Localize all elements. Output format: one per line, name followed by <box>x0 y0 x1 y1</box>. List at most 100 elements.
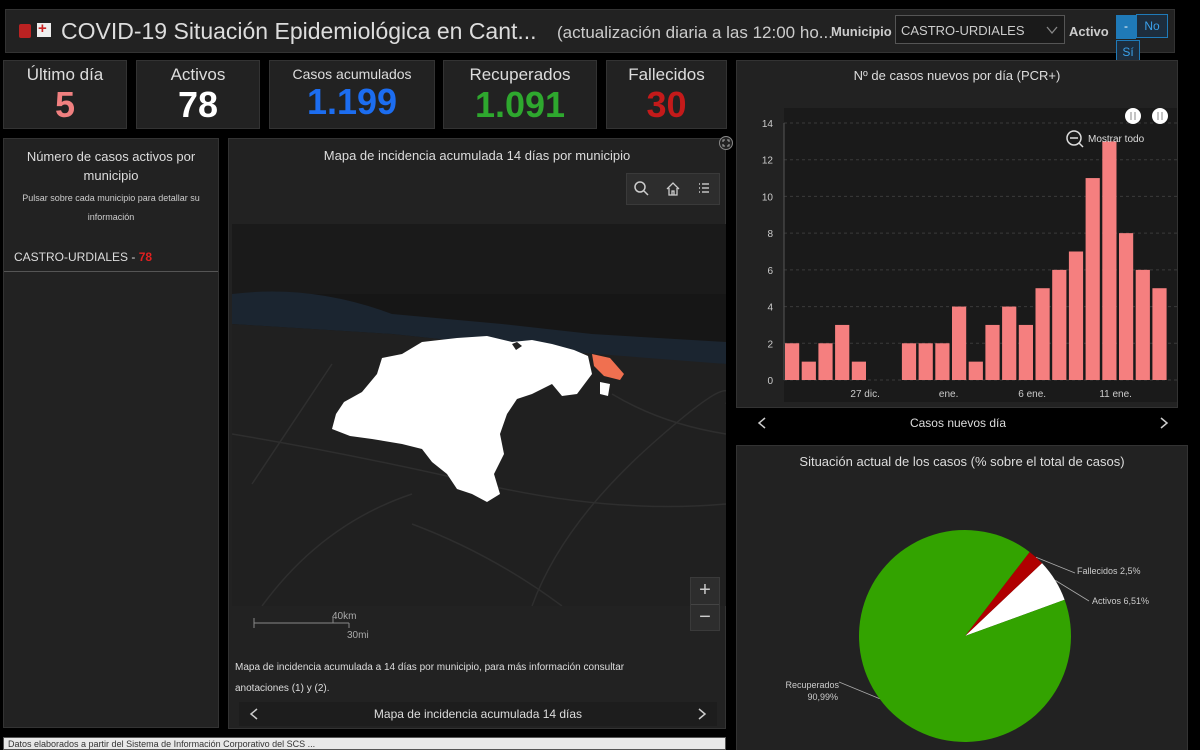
pie-slice[interactable] <box>965 551 1042 636</box>
kpi-fallecidos: Fallecidos 30 <box>606 60 727 129</box>
y-tick-label: 14 <box>762 119 774 130</box>
health-cross-icon <box>37 20 51 37</box>
y-tick-label: 4 <box>767 303 773 314</box>
search-icon[interactable] <box>627 174 657 204</box>
scroll-handle-right-icon[interactable] <box>1152 108 1168 124</box>
expand-icon[interactable] <box>719 136 733 150</box>
chevron-left-icon[interactable] <box>249 708 259 720</box>
x-tick-label: 27 dic. <box>850 389 879 400</box>
case-status-pie-panel: Situación actual de los casos (% sobre e… <box>736 445 1188 750</box>
bar[interactable] <box>818 343 833 380</box>
kpi-label: Casos acumulados <box>292 66 412 82</box>
activo-toggle-indicator[interactable]: - <box>1116 15 1136 39</box>
cantabria-shield-icon <box>19 24 31 38</box>
pie-chart[interactable]: Recuperados 90,99% Fallecidos 2,5% Activos … <box>737 446 1187 750</box>
bar[interactable] <box>935 343 950 380</box>
page-title: COVID-19 Situación Epidemiológica en Can… <box>61 18 537 44</box>
pie-slice[interactable] <box>965 563 1065 636</box>
kpi-activos: Activos 78 <box>136 60 260 129</box>
chevron-down-icon <box>1046 26 1058 35</box>
pie-chart-title: Situación actual de los casos (% sobre e… <box>799 454 1125 469</box>
bar[interactable] <box>851 361 866 380</box>
chevron-right-icon[interactable] <box>697 708 707 720</box>
bar[interactable] <box>1152 288 1167 380</box>
bar-chart-nav-label: Casos nuevos día <box>909 416 1007 430</box>
map-nav-label: Mapa de incidencia acumulada 14 días <box>373 707 583 721</box>
kpi-casos-acumulados: Casos acumulados 1.199 <box>269 60 435 129</box>
bar[interactable] <box>1052 269 1067 380</box>
bar[interactable] <box>1135 269 1150 380</box>
kpi-value: 5 <box>54 84 76 125</box>
bar[interactable] <box>1035 288 1050 380</box>
bar[interactable] <box>901 343 917 380</box>
app-header: COVID-19 Situación Epidemiológica en Can… <box>5 9 1175 64</box>
pie-slice[interactable] <box>859 530 1071 742</box>
page-subtitle: (actualización diaria a las 12:00 ho... <box>557 23 833 42</box>
y-tick-label: 12 <box>762 156 774 167</box>
kpi-recuperados: Recuperados 1.091 <box>443 60 597 129</box>
map-toolbar <box>626 173 720 205</box>
list-item[interactable]: CASTRO-URDIALES - 78 <box>4 250 218 272</box>
scale-bar <box>253 618 350 628</box>
show-all-button[interactable]: Mostrar todo <box>1088 134 1145 145</box>
pie-slice-value: 90,99% <box>807 692 838 702</box>
bar[interactable] <box>1119 233 1134 380</box>
list-panel-title: Número de casos activos por municipio <box>26 149 196 183</box>
y-tick-label: 8 <box>767 229 773 240</box>
map-panel: Mapa de incidencia acumulada 14 días por… <box>228 136 733 729</box>
home-icon[interactable] <box>658 174 688 204</box>
activo-toggle-no[interactable]: No <box>1136 14 1168 38</box>
pie-slice-label: Recuperados <box>785 680 839 690</box>
bar[interactable] <box>1018 324 1033 380</box>
x-tick-label: 11 ene. <box>1099 389 1132 400</box>
kpi-value: 78 <box>177 84 219 125</box>
map-note: Mapa de incidencia acumulada a 14 días p… <box>235 662 625 694</box>
bar[interactable] <box>1102 141 1117 380</box>
cantabria-region-shape <box>332 336 592 502</box>
new-cases-chart-panel: Nº de casos nuevos por día (PCR+) 0 2 4 6 8 1… <box>736 60 1178 430</box>
castro-urdiales-highlight <box>592 354 624 380</box>
list-icon[interactable] <box>689 174 719 204</box>
list-item-name: CASTRO-URDIALES - <box>14 250 139 264</box>
zoom-in-button[interactable]: + <box>699 579 711 601</box>
kpi-label: Activos <box>170 65 226 84</box>
kpi-label: Fallecidos <box>628 65 705 84</box>
pie-leader-line <box>838 681 880 700</box>
pie-leader-line <box>1035 556 1076 574</box>
kpi-value: 1.199 <box>306 81 398 122</box>
bar[interactable] <box>968 361 983 380</box>
y-tick-label: 10 <box>762 192 774 203</box>
footer-text: Datos elaborados a partir del Sistema de… <box>8 739 316 749</box>
map-canvas[interactable] <box>232 224 726 606</box>
x-tick-label: ene. <box>939 389 958 400</box>
scale-mi-label: 30mi <box>347 630 369 641</box>
y-tick-label: 6 <box>767 266 773 277</box>
list-item-count: 78 <box>138 250 153 264</box>
bar[interactable] <box>1085 178 1100 380</box>
municipio-select-value: CASTRO-URDIALES <box>901 23 1025 38</box>
scroll-handle-left-icon[interactable] <box>1125 108 1141 124</box>
zoom-out-button[interactable]: − <box>691 604 719 630</box>
kpi-value: 30 <box>646 84 687 125</box>
bar[interactable] <box>1002 306 1017 380</box>
bar[interactable] <box>785 343 800 380</box>
bar[interactable] <box>918 343 933 380</box>
chevron-right-icon[interactable] <box>1159 417 1169 429</box>
municipio-label: Municipio <box>831 24 892 39</box>
bar[interactable] <box>952 306 967 380</box>
municipio-select[interactable]: CASTRO-URDIALES <box>895 15 1065 44</box>
bar[interactable] <box>985 324 1000 380</box>
pie-slice-label: Fallecidos 2,5% <box>1077 566 1141 576</box>
pie-leader-line <box>1054 579 1090 602</box>
chevron-left-icon[interactable] <box>757 417 767 429</box>
kpi-value: 1.091 <box>474 84 566 125</box>
map-graphic <box>232 224 726 606</box>
bar[interactable] <box>835 324 850 380</box>
active-cases-list-panel: Número de casos activos por municipio Pu… <box>3 138 219 728</box>
zoom-out-icon[interactable] <box>1066 130 1084 148</box>
bar[interactable] <box>801 361 816 380</box>
kpi-label: Último día <box>26 65 104 84</box>
scale-km-label: 40km <box>332 611 357 622</box>
bar[interactable] <box>1068 251 1084 381</box>
